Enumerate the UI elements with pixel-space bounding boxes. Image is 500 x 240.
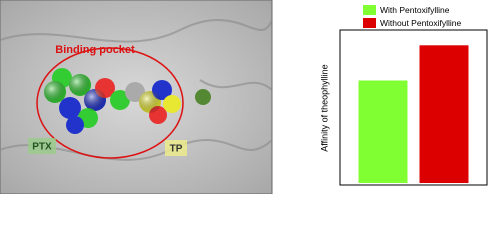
ptx-label: PTX xyxy=(32,142,52,153)
pocket-outline xyxy=(36,47,184,159)
bar xyxy=(419,45,469,183)
legend-swatch xyxy=(363,18,376,28)
bar xyxy=(358,80,408,183)
ligand-atoms xyxy=(44,68,211,134)
y-axis-label: Affinity of theophylline xyxy=(319,64,329,151)
legend-label: Without Pentoxifylline xyxy=(380,18,462,28)
pocket-label: Binding pocket xyxy=(55,44,135,56)
figure: Binding pocket PTX TP Affinity of theoph… xyxy=(0,0,488,194)
plot-frame xyxy=(339,29,488,186)
legend-label: With Pentoxifylline xyxy=(380,5,450,15)
tp-label: TP xyxy=(170,144,183,155)
legend-swatch xyxy=(363,5,376,15)
molecule-panel: Binding pocket PTX TP xyxy=(0,0,273,194)
